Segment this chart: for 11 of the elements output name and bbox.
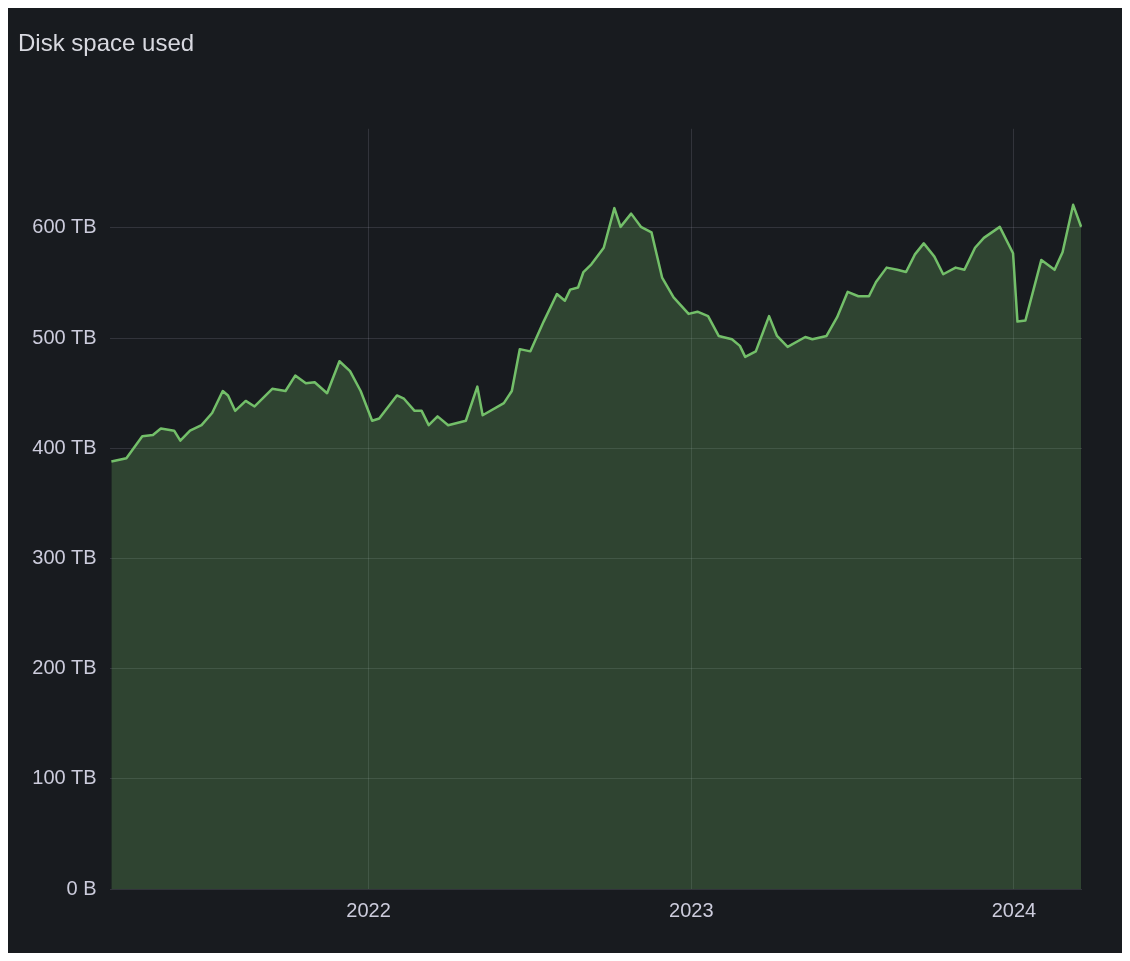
- y-tick-label: 0 B: [66, 876, 97, 899]
- y-tick-label: 200 TB: [32, 656, 97, 679]
- x-tick-label: 2022: [346, 898, 391, 921]
- chart-title: Disk space used: [18, 29, 195, 57]
- x-tick-label: 2024: [991, 898, 1037, 921]
- y-tick-label: 100 TB: [32, 766, 97, 789]
- y-tick-label: 400 TB: [32, 435, 97, 458]
- y-tick-label: 600 TB: [32, 215, 97, 238]
- x-tick-label: 2023: [669, 898, 714, 921]
- y-tick-label: 300 TB: [32, 545, 97, 568]
- y-tick-label: 500 TB: [32, 325, 97, 348]
